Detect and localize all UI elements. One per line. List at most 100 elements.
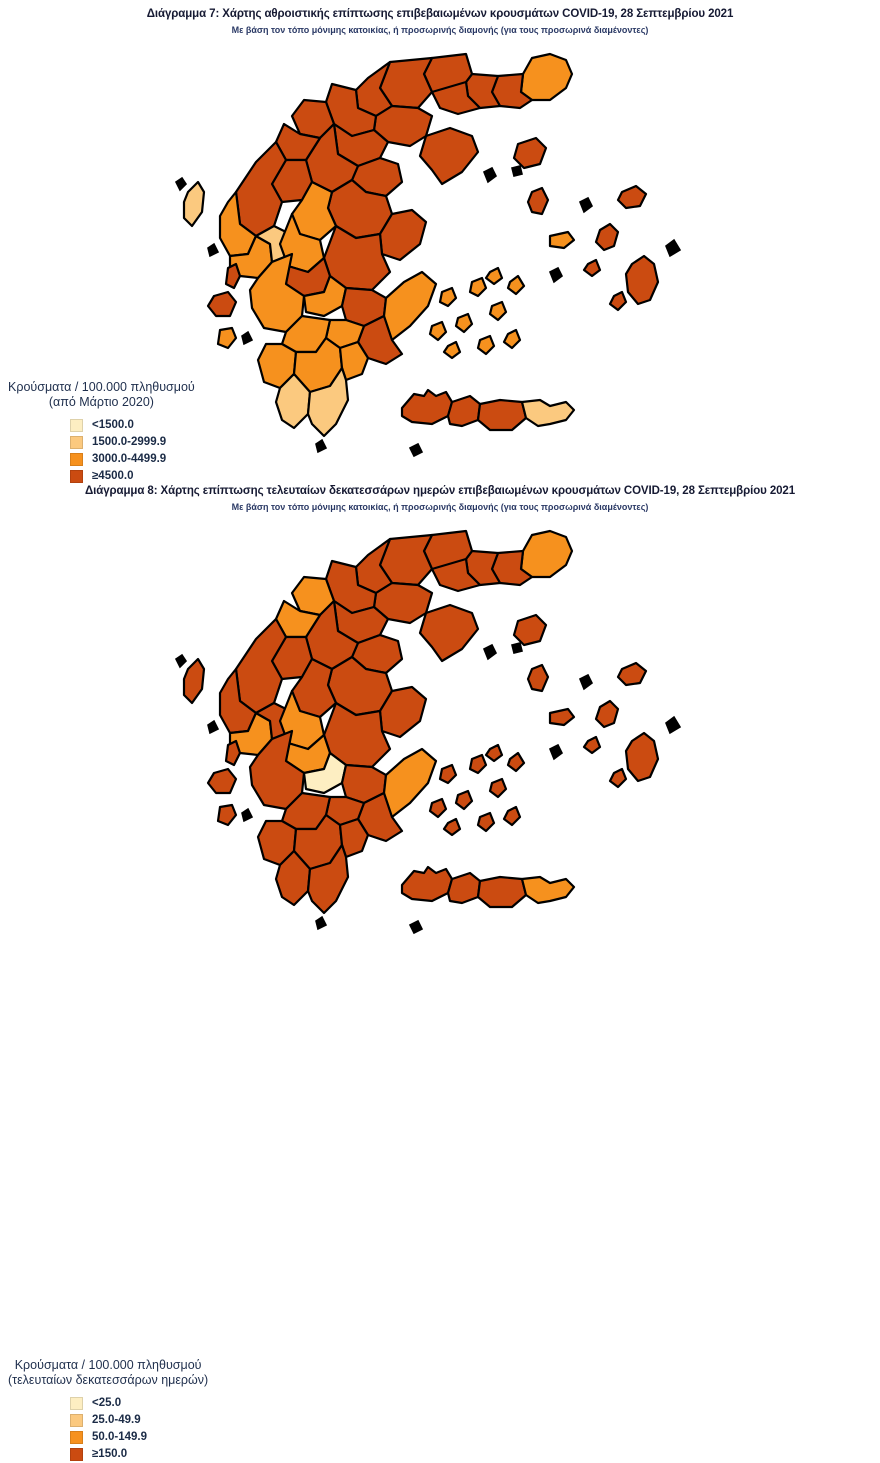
map-islet (578, 673, 594, 691)
greece-choropleth-map-14day[interactable] (0, 513, 880, 953)
figure-8-subtitle: Με βάση τον τόπο μόνιμης κατοικίας, ή πρ… (231, 502, 649, 512)
map-region[interactable] (526, 186, 550, 216)
map-region[interactable] (216, 803, 238, 827)
legend-row: 50.0-149.9 (70, 1429, 208, 1446)
map-islet (511, 642, 523, 654)
legend-label: ≥150.0 (92, 1448, 128, 1460)
map-islet (408, 442, 424, 458)
figure-7-map-area: Κρούσματα / 100.000 πληθυσμού (από Μάρτι… (0, 36, 880, 483)
map-region[interactable] (476, 398, 528, 432)
map-region[interactable] (306, 366, 350, 438)
legend-label: <1500.0 (92, 419, 134, 431)
figure-7-title: Διάγραμμα 7: Χάρτης αθροιστικής επίπτωση… (146, 8, 734, 20)
map-region[interactable] (182, 180, 206, 228)
legend-label: 3000.0-4499.9 (92, 453, 167, 465)
map-islet (482, 166, 498, 184)
map-region[interactable] (418, 126, 480, 186)
legend-swatch-icon (70, 419, 83, 432)
legend-swatch-icon (70, 1448, 83, 1461)
legend-items: <1500.0 1500.0-2999.9 3000.0-4499.9 ≥450… (8, 417, 195, 485)
map-region[interactable] (428, 743, 526, 837)
map-region[interactable] (519, 529, 574, 579)
map-region[interactable] (520, 398, 576, 428)
map-region[interactable] (582, 661, 660, 789)
legend-items: <25.0 25.0-49.9 50.0-149.9 ≥150.0 (8, 1395, 208, 1463)
map-region[interactable] (428, 266, 526, 360)
legend-row: ≥150.0 (70, 1446, 208, 1463)
figure-7-legend: Κρούσματα / 100.000 πληθυσμού (από Μάρτι… (8, 380, 195, 485)
legend-row: 1500.0-2999.9 (70, 434, 195, 451)
legend-swatch-icon (70, 1397, 83, 1410)
legend-row: <25.0 (70, 1395, 208, 1412)
map-islet (548, 743, 564, 761)
legend-title-line1: Κρούσματα / 100.000 πληθυσμού (8, 380, 195, 394)
map-islet (241, 807, 254, 823)
map-region[interactable] (548, 230, 576, 250)
legend-swatch-icon (70, 436, 83, 449)
map-region[interactable] (526, 663, 550, 693)
figure-8-map-area: Κρούσματα / 100.000 πληθυσμού (τελευταίω… (0, 513, 880, 1461)
legend-swatch-icon (70, 453, 83, 466)
map-region[interactable] (306, 843, 350, 915)
legend-swatch-icon (70, 470, 83, 483)
map-region[interactable] (378, 208, 428, 262)
legend-title-line2: (από Μάρτιο 2020) (48, 395, 154, 409)
map-islet (174, 653, 188, 669)
map-region[interactable] (548, 707, 576, 727)
legend-title: Κρούσματα / 100.000 πληθυσμού (τελευταίω… (8, 1358, 208, 1388)
map-region[interactable] (378, 685, 428, 739)
map-region[interactable] (418, 603, 480, 663)
figure-8-title: Διάγραμμα 8: Χάρτης επίπτωσης τελευταίων… (84, 485, 796, 497)
map-region[interactable] (206, 767, 238, 795)
map-region[interactable] (476, 875, 528, 909)
legend-title: Κρούσματα / 100.000 πληθυσμού (από Μάρτι… (8, 380, 195, 410)
map-islet (241, 330, 254, 346)
map-islet (578, 196, 594, 214)
figure-8-legend: Κρούσματα / 100.000 πληθυσμού (τελευταίω… (8, 1358, 208, 1463)
map-region[interactable] (400, 388, 454, 426)
map-region[interactable] (446, 394, 482, 428)
legend-label: <25.0 (92, 1397, 122, 1409)
legend-label: 1500.0-2999.9 (92, 436, 167, 448)
legend-row: ≥4500.0 (70, 468, 195, 485)
map-region[interactable] (206, 290, 238, 318)
legend-swatch-icon (70, 1414, 83, 1427)
map-region[interactable] (512, 136, 548, 170)
map-region[interactable] (512, 613, 548, 647)
legend-label: 50.0-149.9 (92, 1431, 147, 1443)
legend-label: ≥4500.0 (92, 470, 134, 482)
map-region[interactable] (446, 871, 482, 905)
figure-8: Διάγραμμα 8: Χάρτης επίπτωσης τελευταίων… (0, 477, 880, 1461)
legend-swatch-icon (70, 1431, 83, 1444)
map-islet (511, 165, 523, 177)
greece-choropleth-map-cumulative[interactable] (0, 36, 880, 476)
map-region[interactable] (224, 739, 242, 767)
map-islet (207, 242, 220, 258)
map-islet (548, 266, 564, 284)
map-islet (408, 919, 424, 935)
figure-7: Διάγραμμα 7: Χάρτης αθροιστικής επίπτωση… (0, 0, 880, 483)
legend-title-line2: (τελευταίων δεκατεσσάρων ημερών) (8, 1373, 209, 1387)
map-islet (482, 643, 498, 661)
map-region[interactable] (224, 262, 242, 290)
legend-row: 25.0-49.9 (70, 1412, 208, 1429)
map-region[interactable] (519, 52, 574, 102)
map-region[interactable] (400, 865, 454, 903)
map-islet (315, 915, 328, 931)
map-islet (315, 438, 328, 454)
map-region[interactable] (274, 849, 312, 907)
legend-title-line1: Κρούσματα / 100.000 πληθυσμού (14, 1358, 202, 1372)
map-region[interactable] (274, 372, 312, 430)
map-islet (665, 715, 682, 735)
map-region[interactable] (182, 657, 206, 705)
figure-7-subtitle: Με βάση τον τόπο μόνιμης κατοικίας, ή πρ… (231, 25, 649, 35)
map-region[interactable] (520, 875, 576, 905)
map-region[interactable] (582, 184, 660, 312)
map-islet (174, 176, 188, 192)
map-islet (665, 238, 682, 258)
map-islet (207, 719, 220, 735)
map-regions-group (174, 529, 682, 935)
legend-label: 25.0-49.9 (92, 1414, 141, 1426)
map-region[interactable] (216, 326, 238, 350)
